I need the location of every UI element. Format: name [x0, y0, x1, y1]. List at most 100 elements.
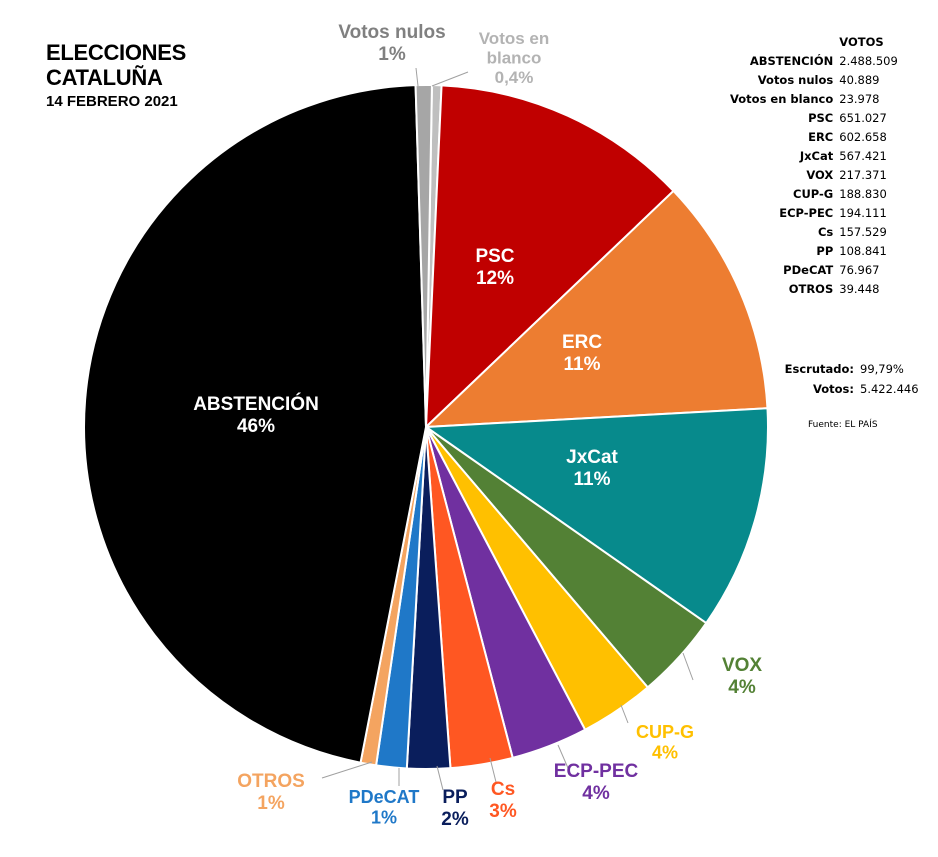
slice-name-psc: PSC	[475, 246, 514, 267]
votes-row-value: 567.421	[839, 149, 887, 163]
slice-pct-cup-g: 4%	[652, 743, 678, 763]
slice-pct-votos-nulos: 1%	[378, 44, 406, 65]
slice-jxcat	[423, 407, 769, 625]
title-line-2: CATALUÑA	[46, 65, 163, 90]
slice-label-ecp-pec: ECP-PEC 4%	[554, 761, 639, 804]
leader-line-cup-g	[620, 704, 629, 724]
slice-label-erc: ERC 11%	[562, 332, 602, 375]
votes-table-row: PSC 651.027	[730, 109, 898, 128]
votes-row-value: 23.978	[839, 92, 880, 106]
votes-row-value: 40.889	[839, 73, 880, 87]
votes-row-label: ABSTENCIÓN	[749, 54, 834, 68]
slice-pct-vox: 4%	[728, 677, 756, 698]
votes-row-value: 188.830	[839, 187, 887, 201]
votes-row-label: PP	[816, 244, 834, 258]
leader-line-ecp-pec	[557, 744, 569, 769]
votes-row-label: VOX	[806, 168, 834, 182]
slice-pct-jxcat: 11%	[574, 469, 611, 490]
slice-erc	[423, 189, 769, 429]
votes-table: VOTOS ABSTENCIÓN 2.488.509 Votos nulos 40.8…	[730, 33, 898, 299]
slice-name-votos-nulos: Votos nulos	[338, 22, 445, 43]
votes-row-value: 2.488.509	[839, 54, 898, 68]
votos-label: Votos:	[812, 382, 854, 396]
slice-pct-ecp-pec: 4%	[582, 783, 610, 804]
votes-table-row: ECP-PEC 194.111	[730, 204, 898, 223]
slice-name-cup-g: CUP-G	[636, 722, 694, 742]
slice-psc	[424, 84, 675, 430]
leader-line-otros	[321, 761, 373, 779]
slice-name-otros: OTROS	[237, 771, 305, 792]
leader-line-pp	[436, 765, 444, 791]
slice-name-cs: Cs	[491, 779, 515, 800]
slice-name-ecp-pec: ECP-PEC	[554, 761, 639, 782]
votes-row-label: Votos en blanco	[730, 92, 834, 106]
votes-row-value: 76.967	[839, 263, 880, 277]
votes-row-label: JxCat	[799, 149, 834, 163]
leader-line-votos-en-blanco	[431, 71, 469, 87]
slice-label-votos-en-blanco: Votos en blanco 0,4%	[479, 29, 550, 87]
votes-table-row: Votos nulos 40.889	[730, 71, 898, 90]
totals-table: Escrutado: 99,79% Votos: 5.422.446	[730, 359, 919, 399]
votes-row-label: ECP-PEC	[779, 206, 834, 220]
slice-pct-votos-en-blanco: 0,4%	[495, 68, 534, 87]
source-note: Fuente: EL PAÍS	[808, 420, 878, 430]
slice-votos-nulos	[414, 84, 433, 428]
slice-pct-pp: 2%	[441, 809, 469, 830]
slice-pct-psc: 12%	[476, 268, 514, 289]
slice-name-pp: PP	[442, 787, 468, 808]
votes-row-label: CUP-G	[793, 187, 834, 201]
votes-table-row: OTROS 39.448	[730, 280, 898, 299]
votes-row-value: 194.111	[839, 206, 887, 220]
slice-label-psc: PSC 12%	[475, 246, 514, 289]
title-line-1: ELECCIONES	[46, 40, 187, 65]
chart-title: ELECCIONES CATALUÑA 14 FEBRERO 2021	[46, 40, 186, 112]
votes-row-label: OTROS	[788, 282, 834, 296]
votes-row-value: 651.027	[839, 111, 887, 125]
slice-name-abstenci-n: ABSTENCIÓN	[193, 393, 319, 415]
votes-row-value: 157.529	[839, 225, 887, 239]
votes-table-row: ABSTENCIÓN 2.488.509	[730, 52, 898, 71]
totals-row-votos: Votos: 5.422.446	[730, 379, 919, 399]
slice-pct-cs: 3%	[489, 801, 517, 822]
leader-lines	[321, 67, 694, 791]
slice-pct-pdecat: 1%	[371, 808, 397, 828]
slice-label-jxcat: JxCat 11%	[566, 447, 618, 490]
slice-label-abstenci-n: ABSTENCIÓN 46%	[193, 393, 319, 437]
leader-line-vox	[682, 652, 694, 681]
votes-table-row: VOX 217.371	[730, 166, 898, 185]
votes-row-label: PSC	[808, 111, 834, 125]
votes-table-row: JxCat 567.421	[730, 147, 898, 166]
slice-name-pdecat: PDeCAT	[349, 787, 420, 807]
slice-label-pp: PP 2%	[441, 787, 469, 830]
votes-row-label: Votos nulos	[757, 73, 834, 87]
slice-name-erc: ERC	[562, 332, 602, 353]
votes-table-row: ERC 602.658	[730, 128, 898, 147]
pie-slices	[83, 84, 769, 770]
votes-table-row: Cs 157.529	[730, 223, 898, 242]
votes-row-value: 39.448	[839, 282, 880, 296]
votos-value: 5.422.446	[860, 382, 919, 396]
votes-table-row: PP 108.841	[730, 242, 898, 261]
slice-name-jxcat: JxCat	[566, 447, 618, 468]
slice-label-votos-nulos: Votos nulos 1%	[338, 22, 445, 65]
slice-label-cup-g: CUP-G 4%	[636, 722, 694, 763]
slice-name-vox: VOX	[722, 655, 762, 676]
slice-pct-otros: 1%	[257, 793, 285, 814]
leader-line-votos-nulos	[415, 67, 419, 87]
votes-table-header-row: VOTOS	[730, 33, 898, 52]
votes-table-header: VOTOS	[839, 35, 884, 49]
slice-labels: Votos en blanco 0,4%PSC 12%ERC 11%JxCat 11%VO…	[193, 22, 762, 830]
votes-row-label: ERC	[808, 130, 834, 144]
slice-label-pdecat: PDeCAT 1%	[349, 787, 420, 828]
votes-row-label: PDeCAT	[783, 263, 834, 277]
votes-row-value: 217.371	[839, 168, 887, 182]
slice-label-vox: VOX 4%	[722, 655, 762, 698]
escrutado-value: 99,79%	[860, 362, 904, 376]
slice-pct-erc: 11%	[564, 354, 601, 375]
slice-label-cs: Cs 3%	[489, 779, 517, 822]
votes-table-row: Votos en blanco 23.978	[730, 90, 898, 109]
votes-row-value: 108.841	[839, 244, 887, 258]
slice-name-votos-en-blanco: blanco	[487, 49, 542, 68]
totals-row-escrutado: Escrutado: 99,79%	[730, 359, 919, 379]
